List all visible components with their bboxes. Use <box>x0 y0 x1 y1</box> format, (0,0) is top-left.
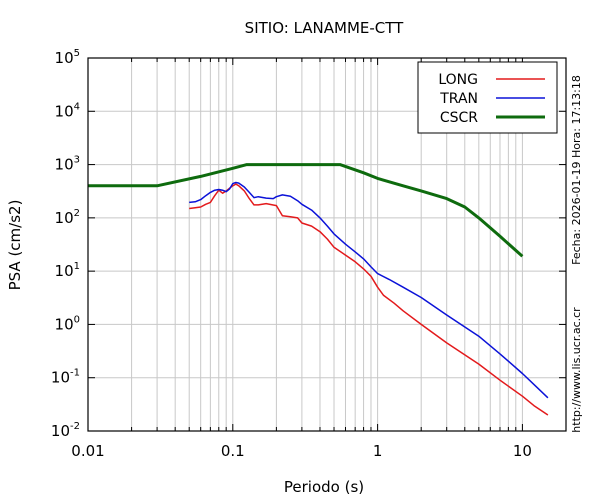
legend: LONG TRAN CSCR <box>417 61 558 134</box>
x-tick-labels: 0.01 0.1 1 10 <box>71 442 532 460</box>
series-line-long <box>189 183 549 416</box>
x-tick-label: 0.01 <box>71 442 104 460</box>
legend-label-tran: TRAN <box>439 91 478 107</box>
chart-title: SITIO: LANAMME-CTT <box>245 19 404 37</box>
x-tick-label: 1 <box>373 442 383 460</box>
series-line-tran <box>189 181 549 399</box>
legend-label-long: LONG <box>438 72 478 88</box>
y-tick-label: 101 <box>55 261 80 280</box>
tick-marks <box>87 57 567 432</box>
date-stamp: Fecha: 2026-01-19 Hora: 17:13:18 <box>570 75 583 265</box>
x-tick-label: 0.1 <box>221 442 245 460</box>
plot-frame <box>87 57 567 432</box>
y-tick-label: 100 <box>55 314 80 333</box>
x-tick-label: 10 <box>513 442 532 460</box>
y-tick-label: 102 <box>55 208 80 227</box>
series-lines <box>88 163 549 416</box>
y-tick-label: 10-2 <box>51 421 80 440</box>
y-tick-label: 104 <box>55 101 80 120</box>
legend-box <box>417 61 558 134</box>
y-axis-label: PSA (cm/s2) <box>6 200 24 291</box>
y-tick-label: 105 <box>55 48 80 67</box>
series-line-cscr <box>88 163 524 258</box>
y-tick-labels: 10-2 10-1 100 101 102 103 104 105 <box>51 48 80 440</box>
grid <box>87 57 567 432</box>
x-axis-label: Periodo (s) <box>284 478 364 496</box>
y-tick-label: 10-1 <box>51 368 80 387</box>
url-stamp: http://www.lis.ucr.ac.cr <box>570 307 583 433</box>
y-tick-label: 103 <box>55 155 80 174</box>
legend-label-cscr: CSCR <box>440 110 478 126</box>
